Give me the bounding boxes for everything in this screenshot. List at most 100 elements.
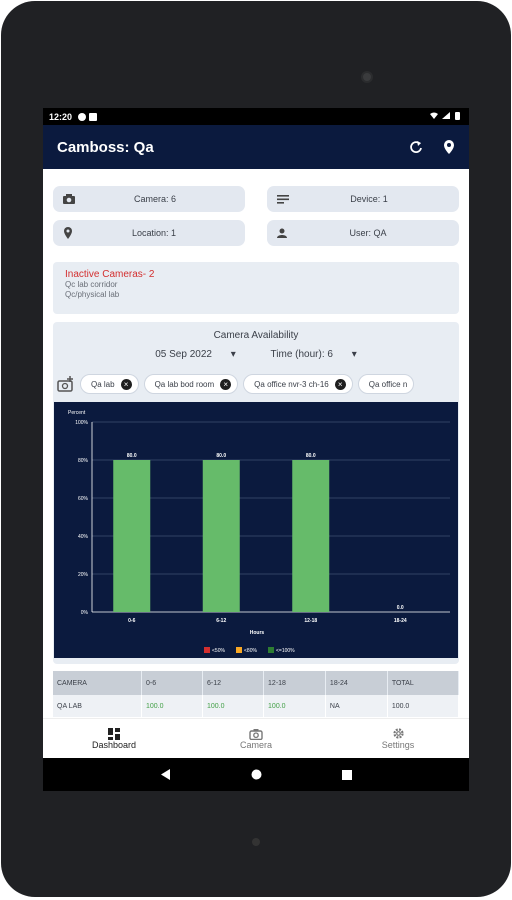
inactive-title: Inactive Cameras- 2 [65,269,155,280]
status-bar: 12:20 [43,108,469,125]
legend-swatch [204,647,210,653]
inactive-camera-item: Qc lab corridor [65,280,118,289]
y-tick-label: 100% [75,420,88,426]
time-dropdown[interactable]: Time (hour): 6 ▾ [263,349,365,360]
x-tick-label: 12-18 [304,618,317,624]
legend-swatch [268,647,274,653]
camera-chip-label: Qa office nvr-3 ch-16 [254,379,329,389]
table-header-row: CAMERA 0-6 6-12 12-18 18-24 TOTAL [53,671,460,695]
camera-chip-row: Qa lab × Qa lab bod room × Qa office nvr-3… [57,372,469,396]
bar-value-label: 0.0 [397,605,404,611]
table-header: 12-18 [263,671,326,695]
bottom-navigation: Dashboard Camera Settings [43,718,469,758]
date-dropdown[interactable]: 05 Sep 2022 ▾ [147,349,244,360]
camera-chip[interactable]: Qa office nvr-3 ch-16 × [243,374,353,394]
bar-value-label: 80.0 [127,453,137,459]
camera-chip[interactable]: Qa office n [357,374,415,394]
nav-camera[interactable]: Camera [185,719,327,758]
add-camera-icon[interactable] [57,376,75,392]
close-icon[interactable]: × [334,378,346,390]
table-header: 18-24 [325,671,388,695]
close-icon[interactable]: × [120,378,132,390]
availability-table: CAMERA 0-6 6-12 12-18 18-24 TOTAL QA LAB… [53,671,460,717]
y-tick-label: 0% [81,610,89,616]
refresh-icon[interactable] [409,140,423,154]
camera-availability-card: Camera Availability 05 Sep 2022 ▾ Time (… [53,322,459,664]
inactive-cameras-card: Inactive Cameras- 2 Qc lab corridor Qc/p… [53,262,459,314]
legend-label: <=100% [276,648,295,654]
inactive-camera-item: Qc/physical lab [65,290,120,299]
nav-settings-label: Settings [381,740,415,750]
availability-filters: 05 Sep 2022 ▾ Time (hour): 6 ▾ [53,349,459,360]
location-count: Location: 1 [131,228,177,238]
camera-chip[interactable]: Qa lab × [80,374,139,394]
nav-settings[interactable]: Settings [327,719,469,758]
wifi-signal-battery-icon [430,112,460,120]
y-tick-label: 80% [78,458,89,464]
time-value: Time (hour): 6 [270,349,333,360]
camera-icon [249,728,263,740]
camera-count-chip[interactable]: Camera: 6 [53,186,245,212]
nav-camera-label: Camera [239,739,272,750]
app-bar: Camboss: Qa [43,125,469,169]
status-icons [429,111,463,122]
front-camera [361,71,373,83]
table-cell: 100.0 [263,695,326,717]
notification-icon [78,112,87,121]
location-icon [64,227,72,239]
bar-chart-svg: Percent 0% 20% 40% 60% 80% 100% 80.0 0-6 80.0 6-12… [68,410,450,654]
table-cell: 100.0 [141,695,204,717]
bar [113,460,151,612]
availability-chart: Percent 0% 20% 40% 60% 80% 100% 80.0 0-6 80.0 6-12… [54,402,458,658]
legend-swatch [236,647,242,653]
screen: 12:20 Camboss: Qa [43,108,469,791]
recents-icon[interactable] [341,769,352,780]
y-tick-label: 20% [78,572,89,578]
nav-dashboard-label: Dashboard [91,739,137,750]
date-value: 05 Sep 2022 [155,349,212,360]
back-icon[interactable] [160,769,171,780]
camera-chip[interactable]: Qa lab bod room × [143,374,239,394]
bar-value-label: 80.0 [306,453,316,459]
camera-chip-label: Qa lab [91,379,115,389]
camera-chip-label: Qa lab bod room [154,379,215,389]
y-axis-title: Percent [68,410,86,416]
status-time: 12:20 [49,111,73,122]
y-tick-label: 60% [78,496,89,502]
x-tick-label: 18-24 [394,618,407,624]
device-count: Device: 1 [350,194,388,204]
device-count-chip[interactable]: Device: 1 [267,186,459,212]
app-title: Camboss: Qa [57,138,154,156]
device-list-icon [277,195,289,204]
user-chip[interactable]: User: QA [267,220,459,246]
table-row: QA LAB 100.0 100.0 100.0 NA 100.0 [53,695,460,717]
table-header: 6-12 [202,671,265,695]
legend-label: <50% [212,648,225,654]
table-header: 0-6 [141,671,204,695]
x-tick-label: 6-12 [216,618,226,624]
table-header: CAMERA [53,671,142,695]
availability-heading: Camera Availability [213,330,299,341]
chevron-down-icon: ▾ [351,349,357,360]
chevron-down-icon: ▾ [230,349,236,360]
nav-dashboard[interactable]: Dashboard [43,719,185,758]
sim-icon [89,112,98,121]
sensor-dot [252,838,260,846]
location-pin-icon[interactable] [443,140,455,154]
table-header: TOTAL [387,671,460,695]
user-label: User: QA [349,228,387,238]
home-icon[interactable] [251,769,262,780]
table-cell: 100.0 [202,695,265,717]
dashboard-icon [108,727,120,740]
legend-label: <80% [244,648,257,654]
bar [292,460,330,612]
camera-count: Camera: 6 [133,194,177,204]
bar-value-label: 80.0 [216,453,226,459]
table-cell: QA LAB [53,695,142,717]
location-count-chip[interactable]: Location: 1 [53,220,245,246]
table-cell: NA [325,695,388,717]
gear-icon [392,728,404,739]
y-tick-label: 40% [78,534,89,540]
close-icon[interactable]: × [220,378,232,390]
